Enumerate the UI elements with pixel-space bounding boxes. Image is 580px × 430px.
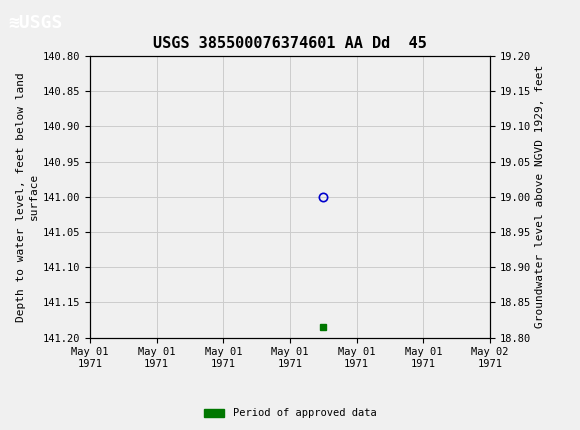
- Y-axis label: Groundwater level above NGVD 1929, feet: Groundwater level above NGVD 1929, feet: [535, 65, 545, 329]
- Text: ≋USGS: ≋USGS: [9, 14, 63, 31]
- Legend: Period of approved data: Period of approved data: [200, 404, 380, 423]
- Title: USGS 385500076374601 AA Dd  45: USGS 385500076374601 AA Dd 45: [153, 36, 427, 51]
- Y-axis label: Depth to water level, feet below land
surface: Depth to water level, feet below land su…: [16, 72, 38, 322]
